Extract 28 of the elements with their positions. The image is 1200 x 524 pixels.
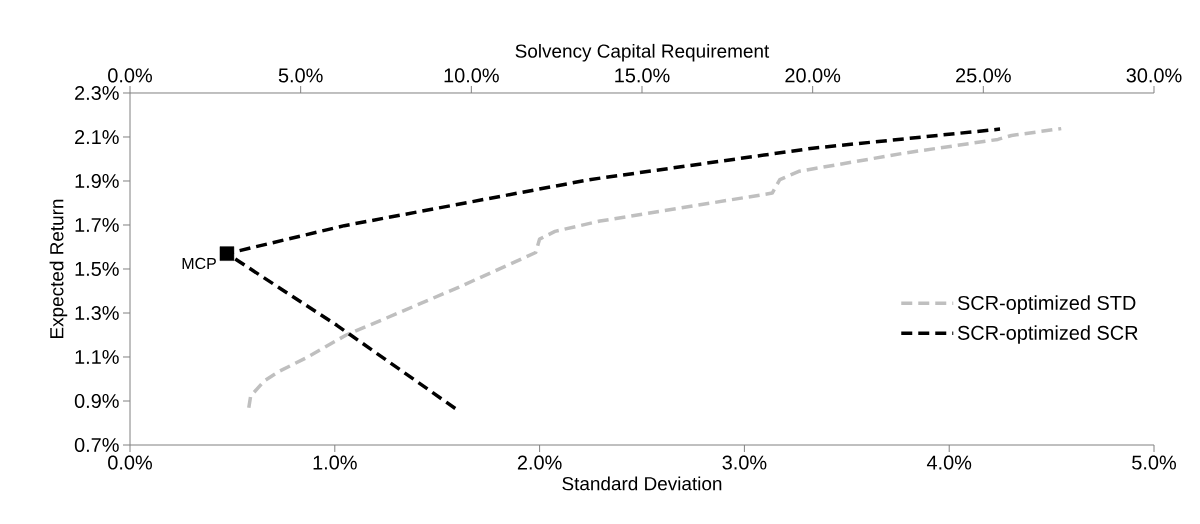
x2-tick-label: 20.0%: [785, 68, 841, 83]
x-tick-label: 5.0%: [1132, 455, 1176, 470]
y-tick-label: 2.1%: [75, 129, 119, 144]
x-tick-label: 3.0%: [722, 455, 767, 470]
x-tick-label: 0.0%: [108, 455, 152, 470]
y-tick-label: 1.5%: [75, 261, 119, 276]
y-tick-label: 1.9%: [75, 173, 119, 189]
y-tick-label: 0.7%: [74, 437, 119, 453]
y-tick-label: 1.3%: [75, 305, 119, 321]
y-tick-label: 2.3%: [75, 85, 119, 101]
annotation: MCP: [182, 257, 216, 270]
y-tick-label: 1.7%: [75, 218, 119, 232]
x2-tick-label: 25.0%: [956, 68, 1011, 83]
y-tick-label: 0.9%: [74, 393, 119, 409]
x-axis-title: Standard Deviation: [562, 476, 722, 491]
x2-tick-label: 15.0%: [615, 68, 670, 83]
legend-label: SCR-optimized STD: [957, 295, 1136, 314]
x2-tick-label: 10.0%: [444, 68, 499, 83]
x2-tick-label: 0.0%: [108, 68, 152, 83]
x2-axis-title: Solvency Capital Requirement: [515, 43, 770, 62]
y-tick-label: 1.1%: [75, 350, 119, 364]
y-axis-title: Expected Return: [49, 199, 68, 338]
x-tick-label: 2.0%: [517, 455, 562, 470]
legend-label: SCR-optimized SCR: [957, 325, 1138, 344]
x2-tick-label: 5.0%: [278, 68, 323, 83]
x-tick-label: 4.0%: [926, 455, 972, 470]
x-tick-label: 1.0%: [313, 455, 357, 470]
x2-tick-label: 30.0%: [1126, 68, 1182, 83]
